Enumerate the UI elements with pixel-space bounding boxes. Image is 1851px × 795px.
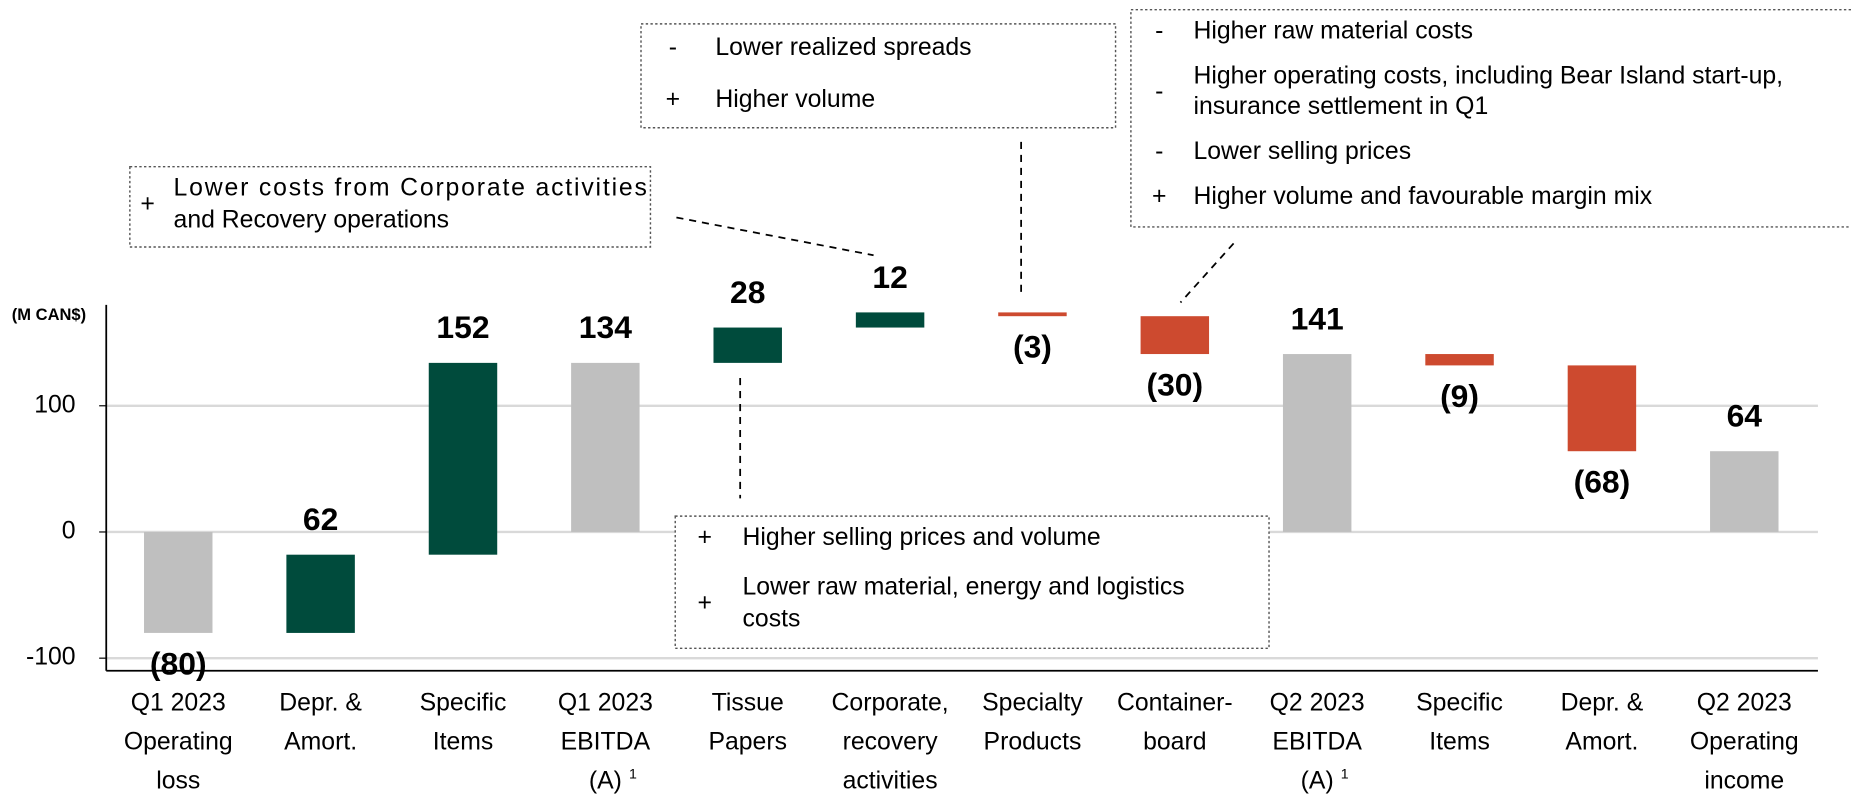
footnote-mark: 1 (1341, 766, 1349, 782)
value-label: 28 (730, 274, 765, 310)
value-label: 152 (436, 309, 489, 345)
x-tick-label: (A) (1301, 767, 1334, 794)
x-tick-label: EBITDA (1272, 728, 1362, 755)
annotation-bullet: + (698, 524, 712, 551)
annotation-text: Lower realized spreads (715, 34, 971, 61)
connector (1179, 242, 1235, 304)
x-tick-label: Depr. & (279, 689, 362, 716)
footnote-mark: 1 (629, 766, 637, 782)
x-tick-label: recovery (843, 728, 939, 755)
bar (144, 531, 213, 633)
x-tick-label: Amort. (1565, 728, 1638, 755)
value-label: 134 (579, 309, 632, 345)
x-tick-label: Operating (124, 728, 233, 755)
x-tick-label: Corporate, (832, 689, 949, 716)
bar (998, 312, 1067, 317)
x-tick-label: Operating (1690, 728, 1799, 755)
bar (1282, 354, 1352, 532)
annotation-text: costs (743, 606, 801, 633)
annotation-text: Lower selling prices (1193, 138, 1411, 165)
x-tick-label: Q2 2023 (1270, 689, 1365, 716)
value-label: (68) (1574, 464, 1631, 500)
bar (571, 362, 640, 532)
annotation-bullet: - (669, 34, 677, 61)
x-tick-label: Papers (708, 728, 787, 755)
x-tick-label: Container- (1117, 689, 1233, 716)
x-tick-label: Tissue (712, 689, 784, 716)
value-label: 12 (872, 259, 907, 295)
value-label: (3) (1013, 329, 1052, 365)
value-label: 141 (1291, 300, 1344, 336)
annotation-text: Higher selling prices and volume (743, 524, 1101, 551)
x-tick-label: Q1 2023 (131, 689, 226, 716)
connectors (676, 141, 1235, 499)
x-tick-label: income (1704, 767, 1784, 794)
bar (713, 327, 782, 363)
x-tick-label: loss (156, 767, 200, 794)
x-tick-label: Products (984, 728, 1082, 755)
x-tick-label: EBITDA (561, 728, 651, 755)
annotation-box (129, 166, 652, 248)
bar (1425, 354, 1494, 366)
value-label: (9) (1440, 378, 1479, 414)
x-tick-label: Q2 2023 (1697, 689, 1792, 716)
y-tick-label: 0 (62, 518, 76, 545)
y-tick-label: -100 (26, 644, 76, 671)
bar (1710, 451, 1779, 532)
y-axis-label: (M CAN$) (12, 305, 86, 324)
bar (1567, 365, 1637, 452)
connector (676, 216, 874, 257)
annotation-bullet: + (698, 590, 712, 617)
bar (286, 554, 355, 633)
x-tick-label: Q1 2023 (558, 689, 653, 716)
annotation-bullet: + (140, 191, 154, 218)
annotation-box (674, 515, 1270, 650)
value-label: (30) (1146, 367, 1203, 403)
x-tick-label: Depr. & (1561, 689, 1644, 716)
y-tick-label: 100 (34, 391, 75, 418)
x-tick-label: Specialty (982, 689, 1083, 716)
annotation-text: Higher operating costs, including Bear I… (1193, 63, 1783, 90)
annotation-text: Higher volume and favourable margin mix (1193, 183, 1652, 210)
value-label: (80) (150, 645, 207, 681)
bar (1140, 316, 1210, 355)
annotation-text: and Recovery operations (174, 207, 450, 234)
annotation-text: Higher volume (715, 86, 875, 113)
bar (428, 362, 498, 555)
x-tick-label: Amort. (284, 728, 357, 755)
annotation-bullet: + (1152, 183, 1166, 210)
x-tick-label: Items (1429, 728, 1490, 755)
x-tick-label: Specific (1416, 689, 1503, 716)
x-tick-label: Specific (420, 689, 507, 716)
annotation-text: Lower costs from Corporate activities (174, 175, 647, 202)
annotation-bullet: - (1155, 18, 1163, 45)
x-tick-label: board (1143, 728, 1206, 755)
x-tick-label: Items (433, 728, 494, 755)
bar (855, 312, 925, 328)
value-label: 64 (1727, 398, 1763, 434)
x-tick-label: (A) (589, 767, 622, 794)
annotation-box (1130, 9, 1851, 228)
annotation-bullet: - (1155, 138, 1163, 165)
annotation-bullet: - (1155, 78, 1163, 105)
annotation-text: Lower raw material, energy and logistics (743, 574, 1185, 601)
annotation-box (640, 23, 1117, 129)
annotation-bullet: + (666, 86, 680, 113)
annotation-text: Higher raw material costs (1193, 18, 1473, 45)
x-tick-label: activities (843, 767, 938, 794)
annotation-text: insurance settlement in Q1 (1193, 93, 1488, 120)
value-label: 62 (303, 501, 338, 537)
